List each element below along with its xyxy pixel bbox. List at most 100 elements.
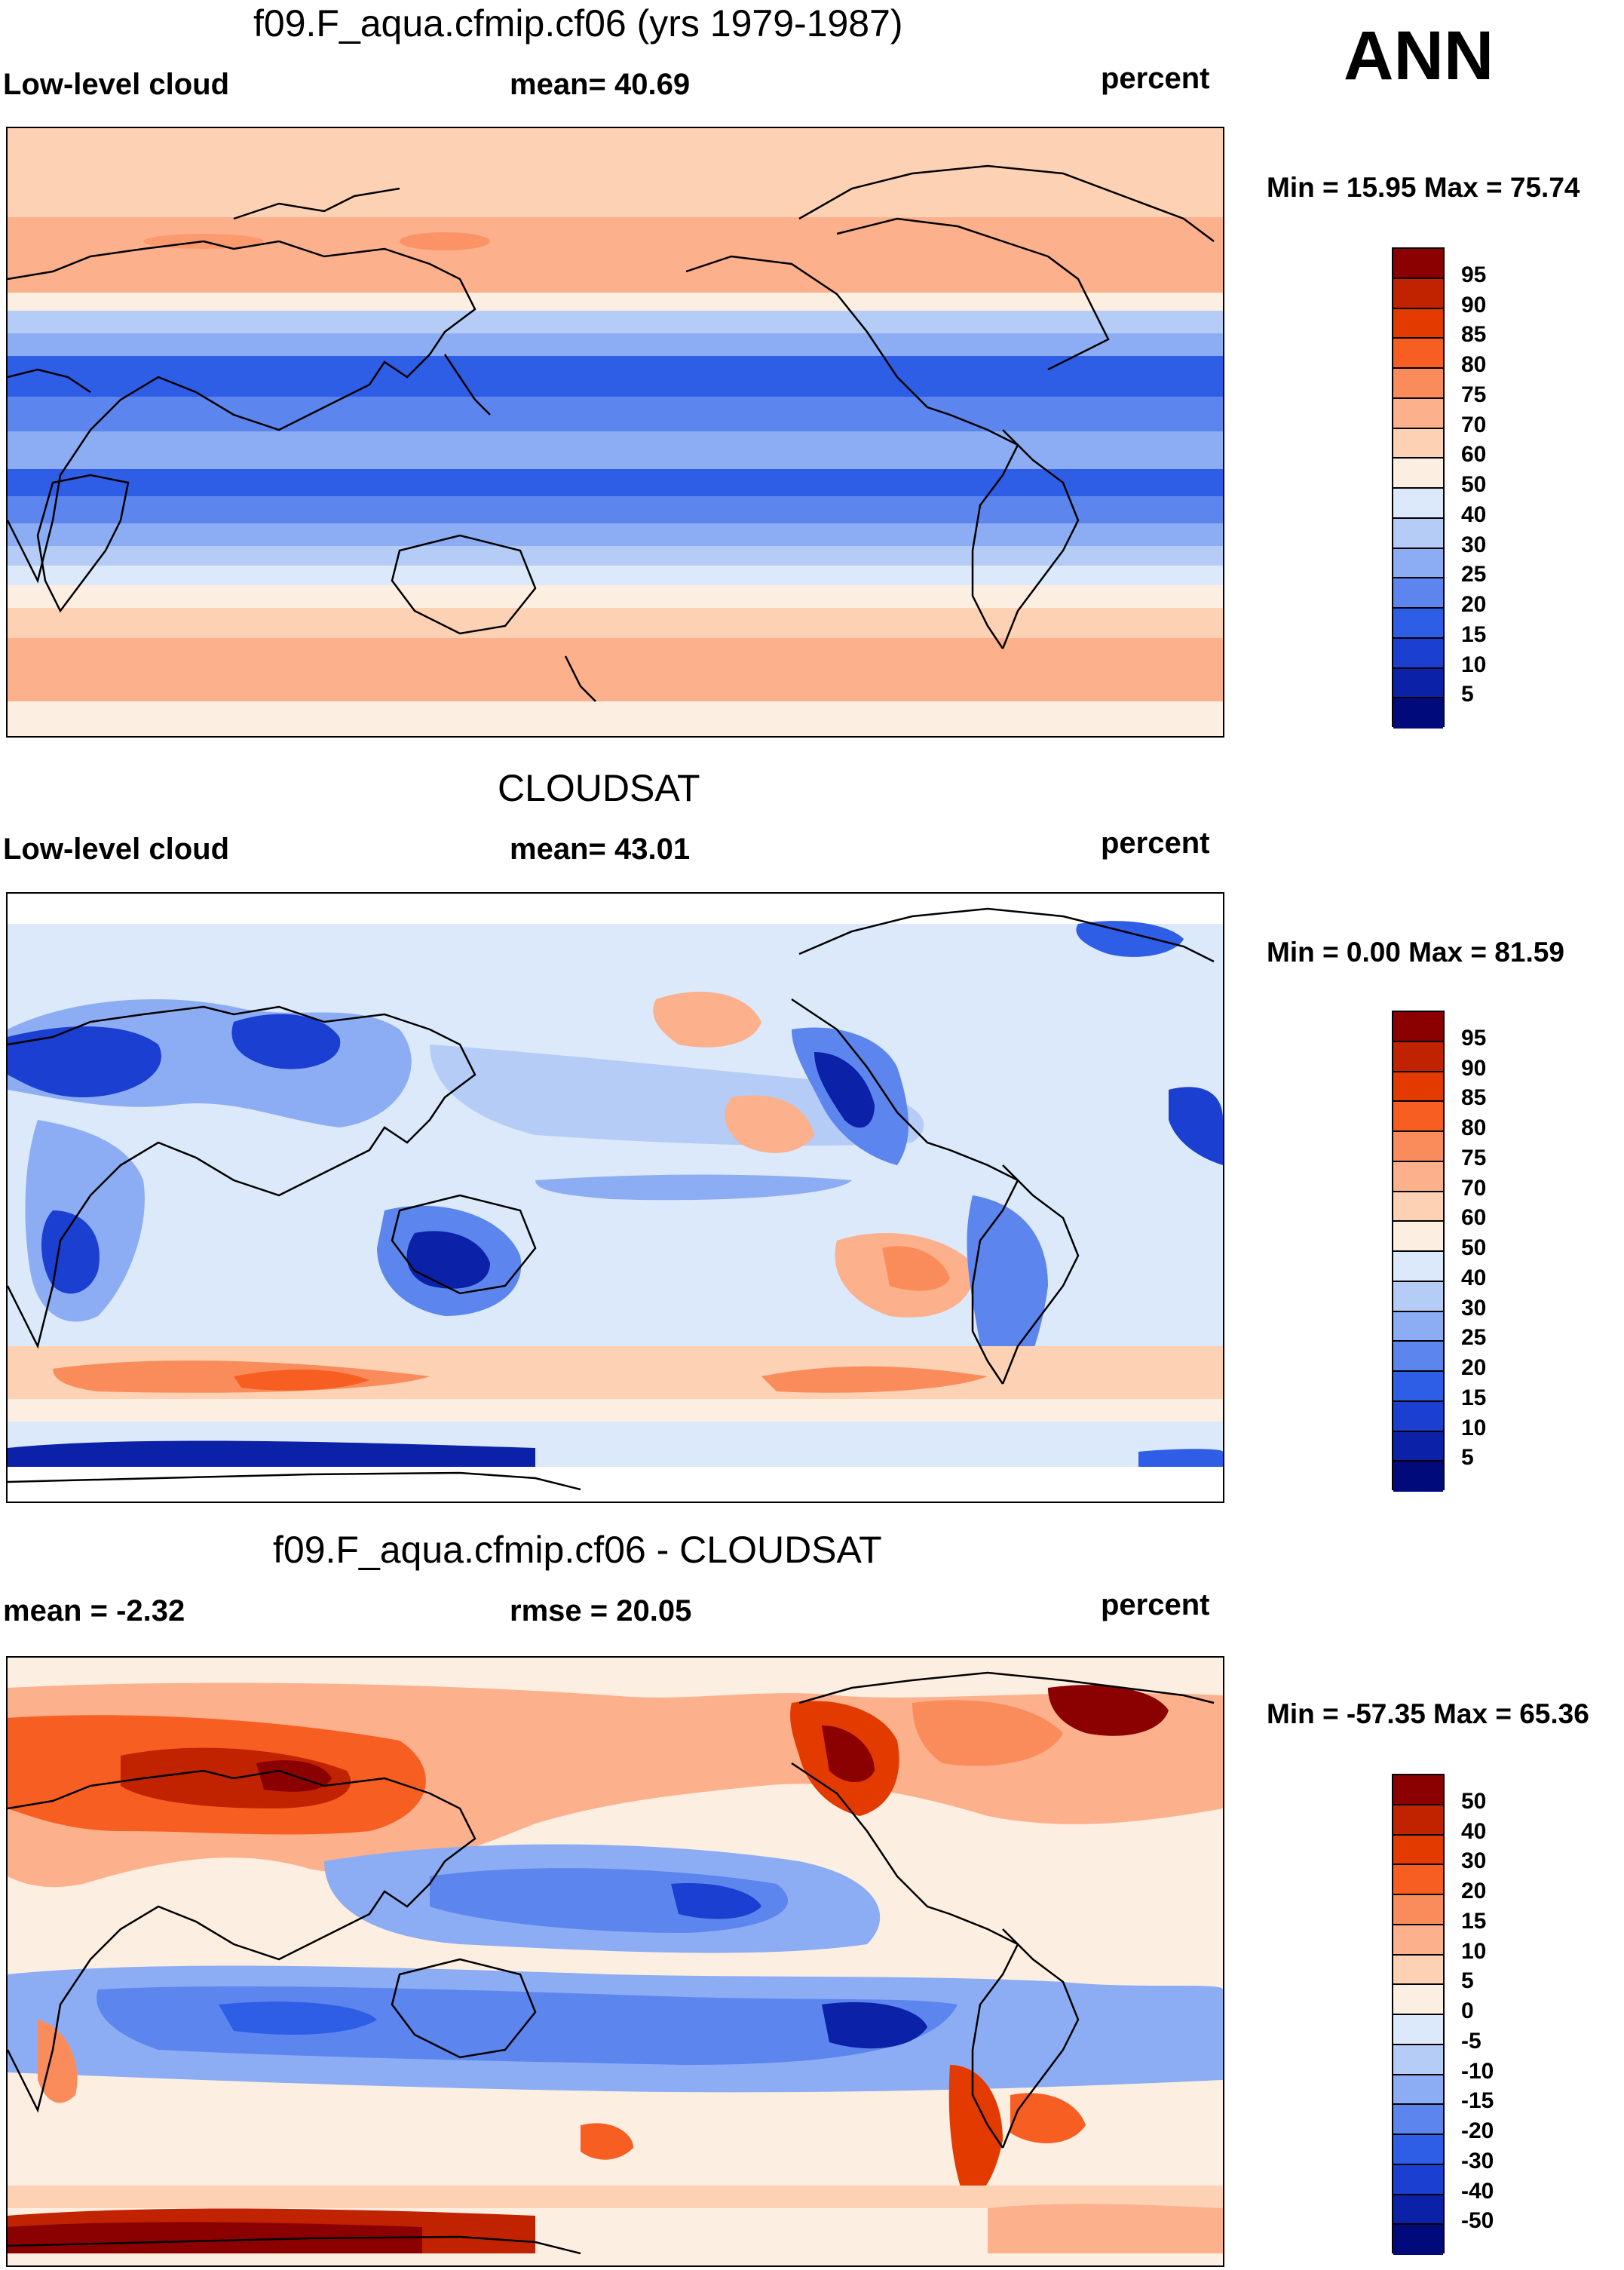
colorbar-label: 70 (1461, 1175, 1487, 1201)
colorbar-swatch (1393, 308, 1443, 339)
colorbar-swatch (1393, 2164, 1443, 2195)
colorbar-swatch (1393, 548, 1443, 579)
colorbar-swatch (1393, 1192, 1443, 1222)
colorbar-label: 50 (1461, 1235, 1487, 1260)
colorbar-label: 20 (1461, 1355, 1487, 1380)
colorbar-label: 50 (1461, 472, 1487, 497)
colorbar-swatch (1393, 1311, 1443, 1342)
colorbar-swatch (1393, 1281, 1443, 1312)
colorbar-swatch (1393, 1865, 1443, 1895)
colorbar-swatch (1393, 428, 1443, 459)
colorbar-label: 30 (1461, 532, 1487, 557)
colorbar-label: -40 (1461, 2178, 1494, 2204)
panel-2-units-label: percent (1101, 827, 1210, 860)
colorbar-swatch (1393, 518, 1443, 549)
colorbar-label: 50 (1461, 1788, 1487, 1814)
colorbar-label: 95 (1461, 1025, 1487, 1051)
colorbar-swatch (1393, 459, 1443, 489)
colorbar-label: 15 (1461, 621, 1487, 647)
colorbar-label: 60 (1461, 1205, 1487, 1231)
colorbar-swatch (1393, 1342, 1443, 1372)
colorbar-label: 25 (1461, 562, 1487, 587)
colorbar-label: 20 (1461, 1879, 1487, 1903)
colorbar-swatch (1393, 398, 1443, 429)
colorbar-label: 10 (1461, 652, 1487, 677)
colorbar-label: 0 (1461, 1999, 1474, 2023)
colorbar-swatch (1393, 609, 1443, 639)
colorbar-swatch (1393, 1041, 1443, 1072)
panel-2-map (6, 892, 1224, 1503)
colorbar-label: -5 (1461, 2028, 1482, 2054)
colorbar-label: 30 (1461, 1295, 1487, 1321)
colorbar-swatch (1393, 1372, 1443, 1402)
colorbar-swatch (1393, 1895, 1443, 1925)
colorbar-swatch (1393, 1222, 1443, 1252)
colorbar-swatch (1393, 1401, 1443, 1432)
colorbar-swatch (1393, 1925, 1443, 1956)
panel-3-rmse-label: rmse = 20.05 (510, 1594, 692, 1627)
colorbar-label: -50 (1461, 2208, 1494, 2234)
colorbar-swatch (1393, 1102, 1443, 1132)
colorbar-label: -20 (1461, 2118, 1494, 2143)
colorbar-label: 85 (1461, 1085, 1487, 1111)
colorbar-label: 70 (1461, 412, 1487, 437)
colorbar-label: 30 (1461, 1848, 1487, 1874)
colorbar-swatch (1393, 1132, 1443, 1162)
colorbar-swatch (1393, 698, 1443, 729)
colorbar-swatch (1393, 1835, 1443, 1866)
colorbar-swatch (1393, 2015, 1443, 2045)
colorbar-label: 15 (1461, 1908, 1487, 1934)
season-label: ANN (1344, 17, 1494, 94)
colorbar-label: 5 (1461, 1968, 1474, 1994)
colorbar-swatch (1393, 1072, 1443, 1103)
colorbar-label: 5 (1461, 1445, 1474, 1471)
colorbar-label: 10 (1461, 1938, 1487, 1964)
colorbar-label: 75 (1461, 382, 1487, 407)
colorbar-label: 80 (1461, 1115, 1487, 1140)
panel-1-minmax: Min = 15.95 Max = 75.74 (1267, 172, 1580, 203)
colorbar-swatch (1393, 2195, 1443, 2226)
colorbar-swatch (1393, 489, 1443, 519)
colorbar-label: 85 (1461, 322, 1487, 348)
panel-2-field-label: Low-level cloud (3, 833, 230, 866)
colorbar-label: 20 (1461, 592, 1487, 617)
colorbar-swatch (1393, 668, 1443, 699)
colorbar-swatch (1393, 249, 1443, 279)
colorbar-label: 5 (1461, 682, 1474, 707)
colorbar-label: 90 (1461, 292, 1487, 317)
colorbar-swatch (1393, 2225, 1443, 2255)
colorbar-label: 40 (1461, 1818, 1487, 1844)
panel-1-mean-label: mean= 40.69 (510, 68, 691, 101)
panel-3-map (6, 1656, 1224, 2267)
panel-2-title: CLOUDSAT (498, 767, 700, 809)
colorbar-swatch (1393, 1955, 1443, 1986)
colorbar-label: 60 (1461, 442, 1487, 468)
colorbar-swatch (1393, 2105, 1443, 2135)
colorbar-swatch (1393, 2075, 1443, 2106)
colorbar-swatch (1393, 1462, 1443, 1492)
colorbar-label: -15 (1461, 2088, 1494, 2114)
colorbar-swatch (1393, 1252, 1443, 1282)
colorbar-swatch (1393, 339, 1443, 369)
colorbar-swatch (1393, 1985, 1443, 2015)
colorbar-swatch (1393, 1431, 1443, 1462)
panel-1-units-label: percent (1101, 62, 1210, 95)
colorbar-label: 40 (1461, 1265, 1487, 1290)
panel-1-title: f09.F_aqua.cfmip.cf06 (yrs 1979-1987) (253, 2, 903, 44)
colorbar-swatch (1393, 1161, 1443, 1192)
colorbar-label: 75 (1461, 1145, 1487, 1170)
colorbar-swatch (1393, 2135, 1443, 2165)
colorbar-swatch (1393, 278, 1443, 309)
panel-2-minmax: Min = 0.00 Max = 81.59 (1267, 937, 1564, 968)
colorbar-swatch (1393, 1012, 1443, 1042)
panel-3-title: f09.F_aqua.cfmip.cf06 - CLOUDSAT (273, 1529, 882, 1571)
colorbar-swatch (1393, 638, 1443, 669)
panel-3-minmax: Min = -57.35 Max = 65.36 (1267, 1698, 1589, 1729)
colorbar-label: 25 (1461, 1325, 1487, 1351)
panel-3-mean-label: mean = -2.32 (3, 1594, 185, 1627)
colorbar-label: 10 (1461, 1415, 1487, 1440)
panel-1-map (6, 127, 1224, 738)
colorbar-label: 15 (1461, 1385, 1487, 1410)
colorbar-label: 90 (1461, 1055, 1487, 1081)
colorbar-label: 95 (1461, 262, 1487, 287)
